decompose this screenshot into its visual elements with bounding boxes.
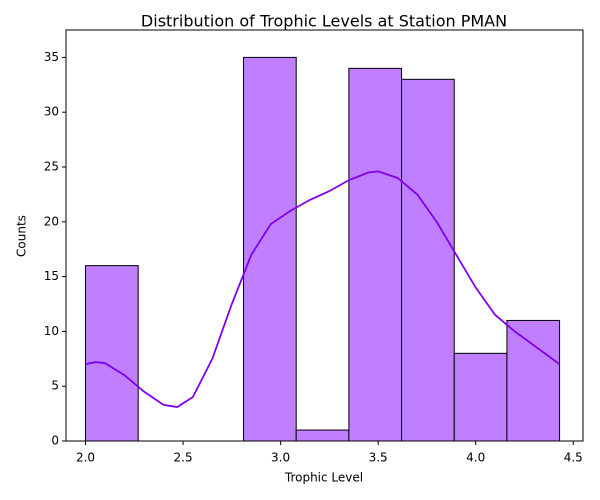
bar [243, 56, 297, 442]
x-axis-label: Trophic Level [284, 471, 363, 485]
y-tick-label: 15 [44, 269, 59, 283]
bar [453, 352, 508, 442]
x-tick-label: 2.5 [174, 451, 193, 465]
x-tick-label: 3.0 [271, 451, 290, 465]
bar [295, 429, 350, 442]
bar [85, 265, 139, 442]
kde-line [85, 170, 561, 408]
x-tick-label: 2.0 [76, 451, 95, 465]
y-tick-label: 5 [51, 379, 59, 393]
bar [506, 319, 561, 442]
y-tick-label: 35 [44, 50, 59, 64]
axes-frame [65, 29, 584, 442]
bar [348, 67, 403, 442]
y-tick-label: 30 [44, 105, 59, 119]
y-tick-label: 10 [44, 324, 59, 338]
chart-title: Distribution of Trophic Levels at Statio… [141, 12, 507, 31]
bar [401, 78, 455, 442]
y-tick-label: 0 [51, 434, 59, 448]
y-axis-label: Counts [15, 215, 29, 257]
x-tick-label: 3.5 [369, 451, 388, 465]
x-tick-label: 4.5 [564, 451, 583, 465]
x-tick-label: 4.0 [466, 451, 485, 465]
y-tick-label: 25 [44, 160, 59, 174]
y-tick-label: 20 [44, 214, 59, 228]
